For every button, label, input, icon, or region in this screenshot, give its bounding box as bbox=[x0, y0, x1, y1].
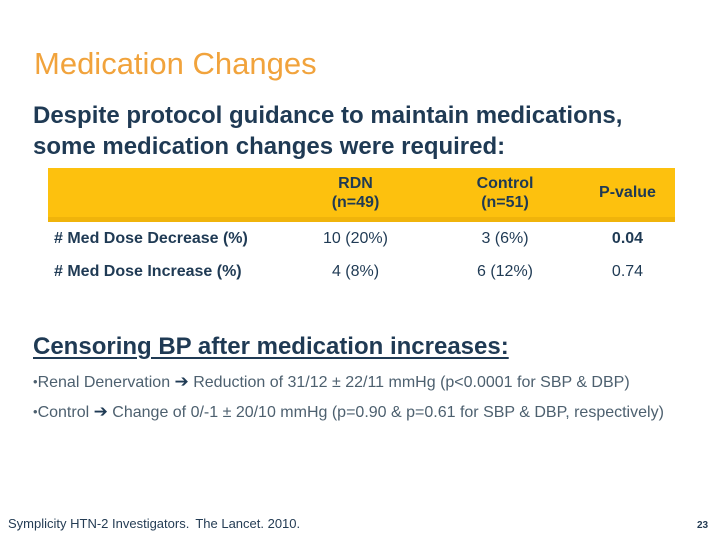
cell-increase-pvalue: 0.74 bbox=[611, 262, 644, 280]
bullet-icon: • bbox=[33, 374, 38, 389]
censoring-heading: Censoring BP after medication increases: bbox=[33, 333, 509, 360]
header-rdn-line1: RDN bbox=[338, 174, 373, 192]
header-rdn-line2: (n=49) bbox=[331, 193, 380, 211]
list-item-renal-denervation: •Renal Denervation ➔ Reduction of 31/12 … bbox=[33, 372, 693, 393]
cell-decrease-rdn: 10 (20%) bbox=[323, 229, 388, 247]
header-control-line2: (n=51) bbox=[481, 193, 529, 211]
cell-decrease-pvalue: 0.04 bbox=[611, 229, 644, 247]
header-cell-control: Control (n=51) bbox=[430, 168, 580, 217]
page-number: 23 bbox=[697, 520, 709, 531]
footer-citation: Symplicity HTN-2 Investigators. The Lance… bbox=[8, 516, 306, 531]
cell-increase-control: 6 (12%) bbox=[476, 262, 534, 280]
bullet-text: Reduction of 31/12 ± 22/11 mmHg (p<0.000… bbox=[188, 374, 630, 391]
subtitle-line-1: Despite protocol guidance to maintain me… bbox=[33, 102, 623, 129]
right-arrow-icon: ➔ bbox=[174, 372, 189, 391]
header-cell-pvalue: P-value bbox=[580, 168, 675, 217]
subtitle-line-2: some medication changes were required: bbox=[33, 133, 506, 160]
right-arrow-icon: ➔ bbox=[93, 402, 108, 421]
table-row: # Med Dose Increase (%) 4 (8%) 6 (12%) 0… bbox=[48, 255, 675, 288]
cell-increase-rdn: 4 (8%) bbox=[331, 262, 380, 280]
table-header-row: RDN (n=49) Control (n=51) P-value bbox=[48, 168, 675, 222]
header-cell-empty bbox=[48, 168, 281, 217]
table-row: # Med Dose Decrease (%) 10 (20%) 3 (6%) … bbox=[48, 222, 675, 255]
subtitle: Despite protocol guidance to maintain me… bbox=[33, 100, 673, 162]
row-label-dose-increase: # Med Dose Increase (%) bbox=[54, 262, 242, 280]
bullet-icon: • bbox=[33, 404, 38, 419]
list-item-control: •Control ➔ Change of 0/-1 ± 20/10 mmHg (… bbox=[33, 402, 693, 423]
header-pvalue-label: P-value bbox=[599, 184, 656, 201]
citation-journal: The Lancet. 2010. bbox=[195, 516, 301, 531]
bullet-lead: Renal Denervation bbox=[37, 374, 175, 391]
page-title: Medication Changes bbox=[34, 46, 317, 81]
cell-decrease-control: 3 (6%) bbox=[481, 229, 529, 247]
header-cell-rdn: RDN (n=49) bbox=[281, 168, 430, 217]
medication-table: RDN (n=49) Control (n=51) P-value # Med … bbox=[48, 168, 675, 288]
bullet-text: Change of 0/-1 ± 20/10 mmHg (p=0.90 & p=… bbox=[107, 404, 664, 421]
citation-authors: Symplicity HTN-2 Investigators. bbox=[8, 516, 190, 531]
row-label-dose-decrease: # Med Dose Decrease (%) bbox=[54, 229, 248, 247]
bullet-lead: Control bbox=[37, 404, 94, 421]
header-control-line1: Control bbox=[476, 174, 534, 192]
